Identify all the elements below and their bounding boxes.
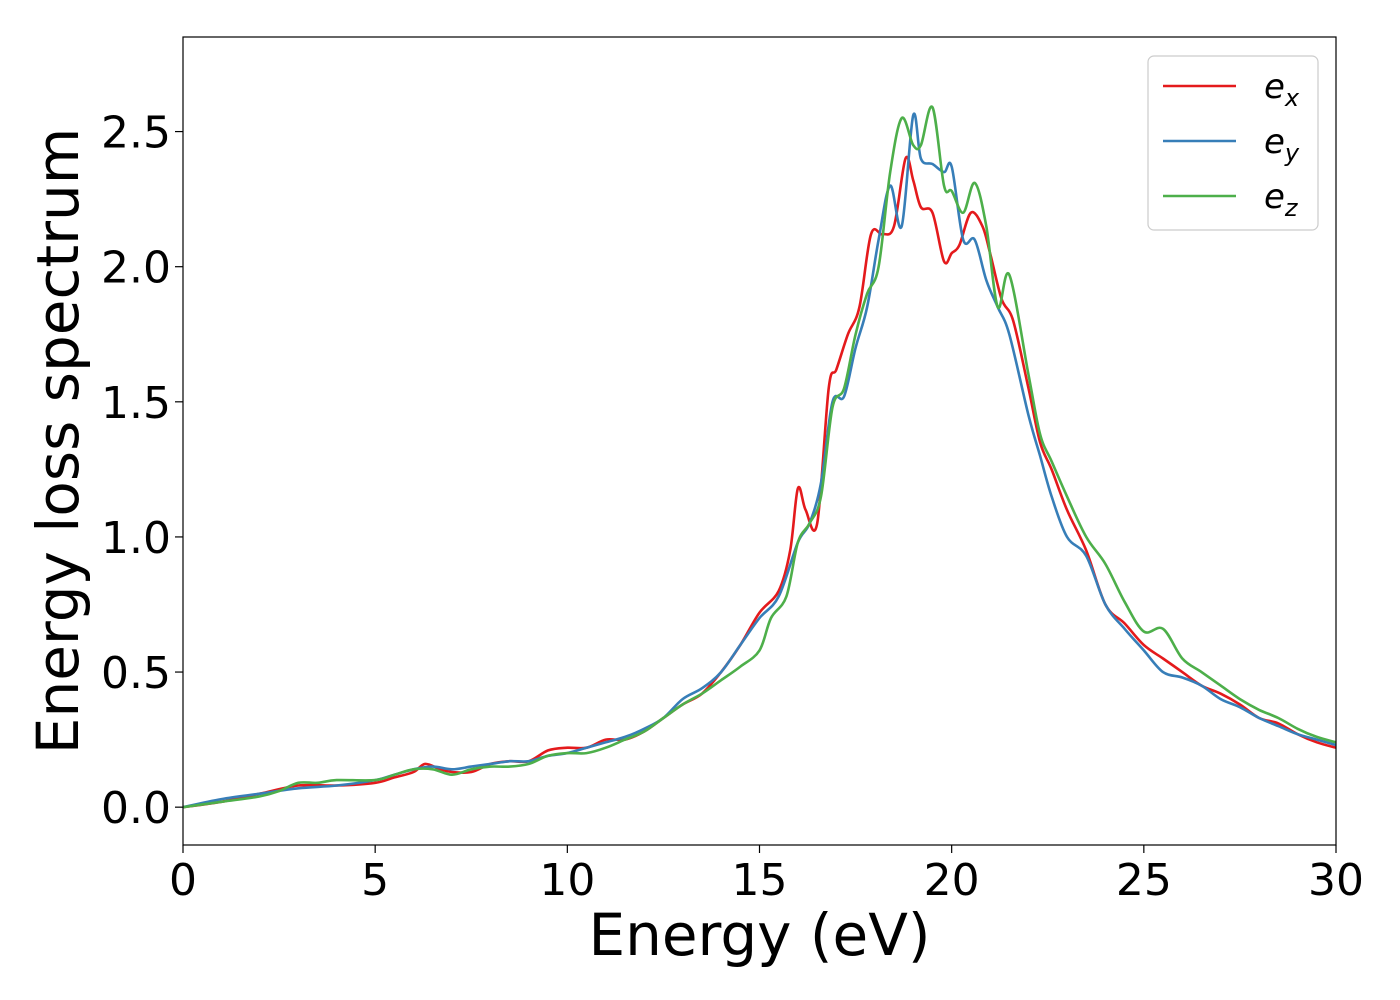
x-tick-label: 10 (539, 855, 595, 906)
x-axis: 0 5 10 15 20 25 30 (169, 845, 1364, 906)
series-line-x (183, 155, 1336, 809)
x-tick-label: 5 (361, 855, 389, 906)
x-tick-label: 20 (924, 855, 980, 906)
legend-box (1147, 55, 1319, 231)
y-tick-label: 0.0 (101, 783, 171, 834)
x-tick-label: 0 (169, 855, 197, 906)
y-tick-label: 1.5 (101, 378, 171, 429)
y-axis-title: Energy loss spectrum (24, 128, 92, 754)
series-line-z (183, 105, 1336, 809)
y-tick-label: 2.0 (101, 243, 171, 294)
x-tick-label: 15 (732, 855, 788, 906)
x-tick-label: 25 (1116, 855, 1172, 906)
y-tick-label: 2.5 (101, 108, 171, 159)
plot-area (183, 105, 1336, 809)
y-tick-label: 0.5 (101, 648, 171, 699)
x-tick-label: 30 (1308, 855, 1364, 906)
y-axis: 0.0 0.5 1.0 1.5 2.0 2.5 (101, 108, 183, 834)
legend: ex ey ez (1147, 55, 1319, 231)
x-axis-title: Energy (eV) (588, 901, 930, 969)
legend-label-z: ez (1264, 177, 1299, 222)
legend-label-y: ey (1264, 122, 1300, 167)
y-tick-label: 1.0 (101, 513, 171, 564)
series-line-y (183, 112, 1336, 809)
legend-label-x: ex (1264, 67, 1300, 112)
